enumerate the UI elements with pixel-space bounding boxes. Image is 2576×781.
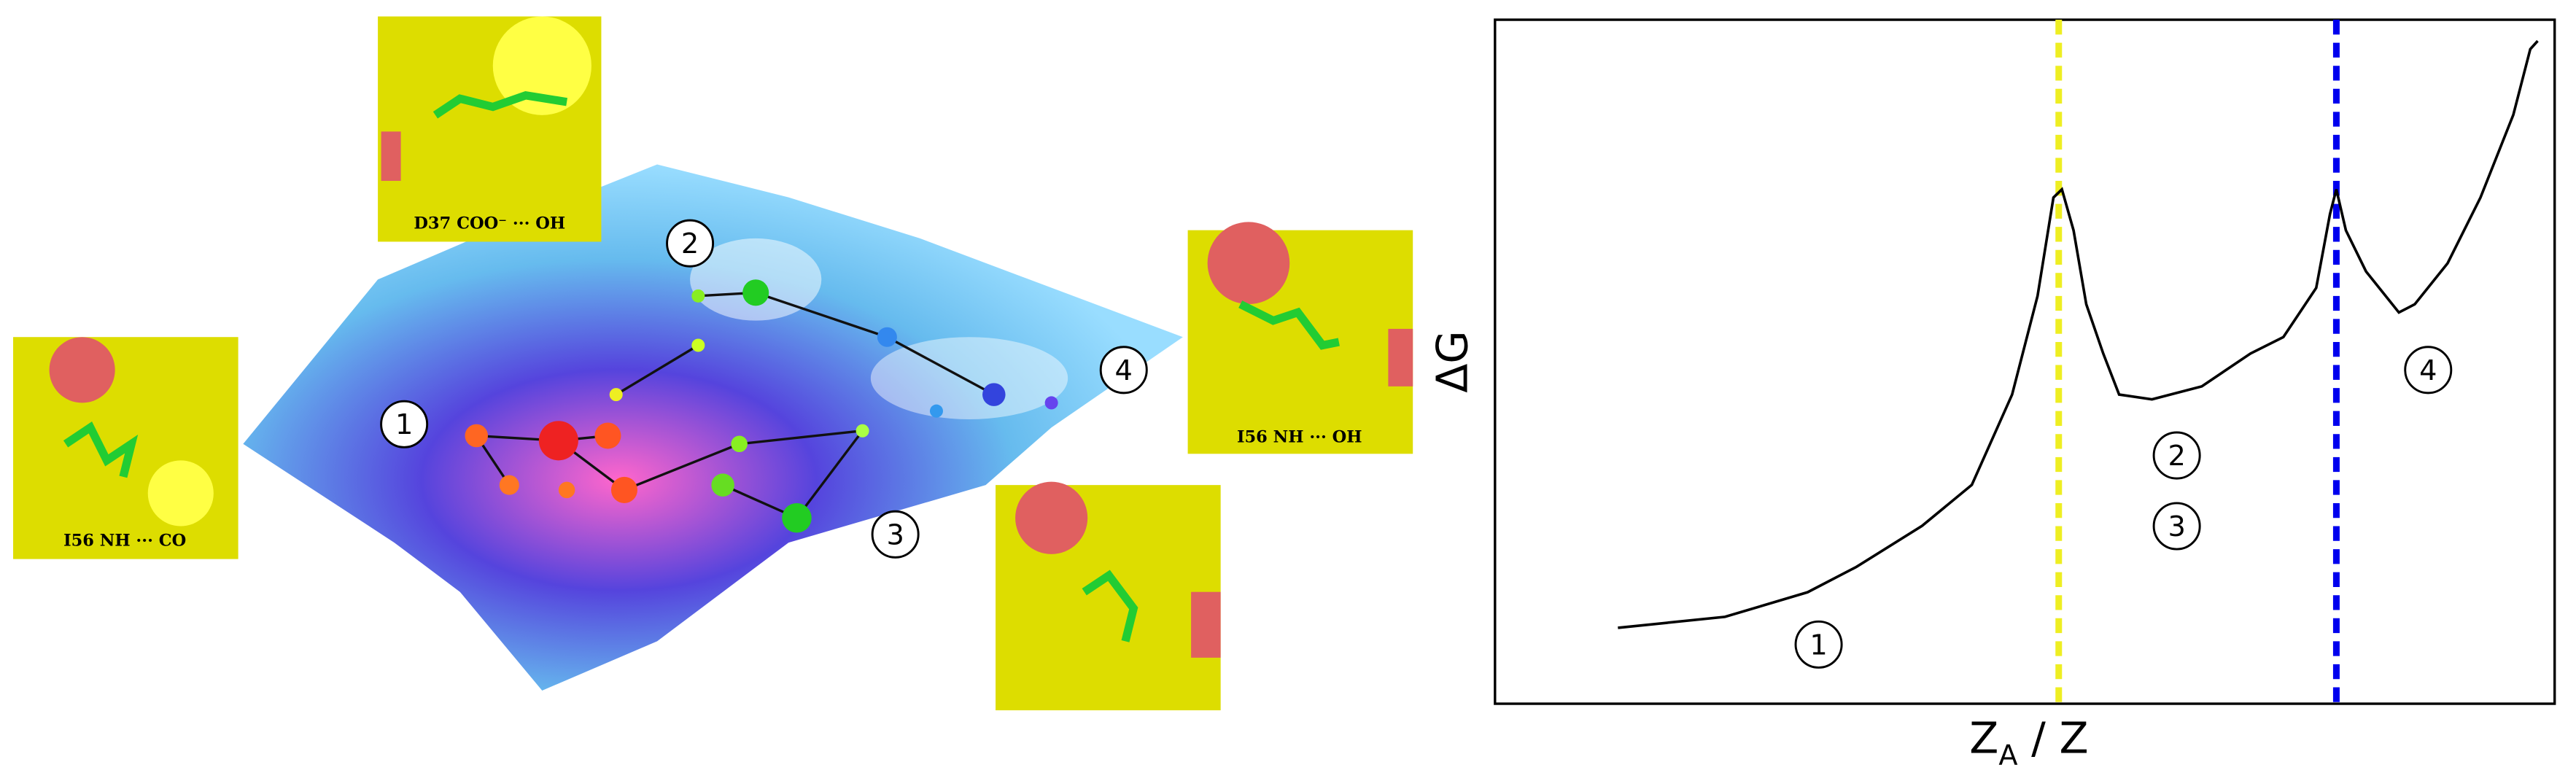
state-badge <box>2152 431 2201 480</box>
state-badge <box>871 510 920 559</box>
landscape <box>243 164 1183 691</box>
state-number: 4 <box>2419 354 2437 387</box>
basin <box>690 238 822 321</box>
state-number: 1 <box>1809 629 1827 661</box>
state-number: 2 <box>2168 440 2185 473</box>
inset <box>378 16 602 242</box>
state-number: 2 <box>681 228 699 260</box>
basin <box>870 337 1068 419</box>
state-badge <box>380 400 429 448</box>
inset-label: I56 NH ··· OH <box>1237 428 1362 447</box>
inset <box>1187 222 1413 454</box>
insets <box>13 16 1413 711</box>
state-number: 1 <box>395 408 413 441</box>
state-badge <box>1794 620 1843 669</box>
state-badge <box>666 219 715 268</box>
state-number: 4 <box>1115 354 1133 387</box>
inset-label: D37 COO⁻ ··· OH <box>414 214 565 233</box>
x-axis-label: ZA / Z <box>1969 714 2088 772</box>
x-label-subscript: A <box>1998 739 2017 772</box>
x-label-rest: / Z <box>2018 714 2089 763</box>
y-axis-label: ΔG <box>1428 330 1478 393</box>
state-badge <box>2404 346 2453 395</box>
energy-surface <box>243 164 1183 691</box>
inset <box>996 481 1221 711</box>
state-number: 3 <box>2168 510 2185 543</box>
state-badge <box>2152 502 2201 551</box>
inset-label: I56 NH ··· CO <box>63 532 186 551</box>
state-badge <box>1099 346 1148 395</box>
free-energy-curve <box>1618 39 2539 629</box>
inset <box>13 337 238 559</box>
atoms <box>465 279 1058 533</box>
state-number: 3 <box>886 518 904 551</box>
plot-frame <box>1494 18 2556 705</box>
x-label-base: Z <box>1969 714 1998 763</box>
